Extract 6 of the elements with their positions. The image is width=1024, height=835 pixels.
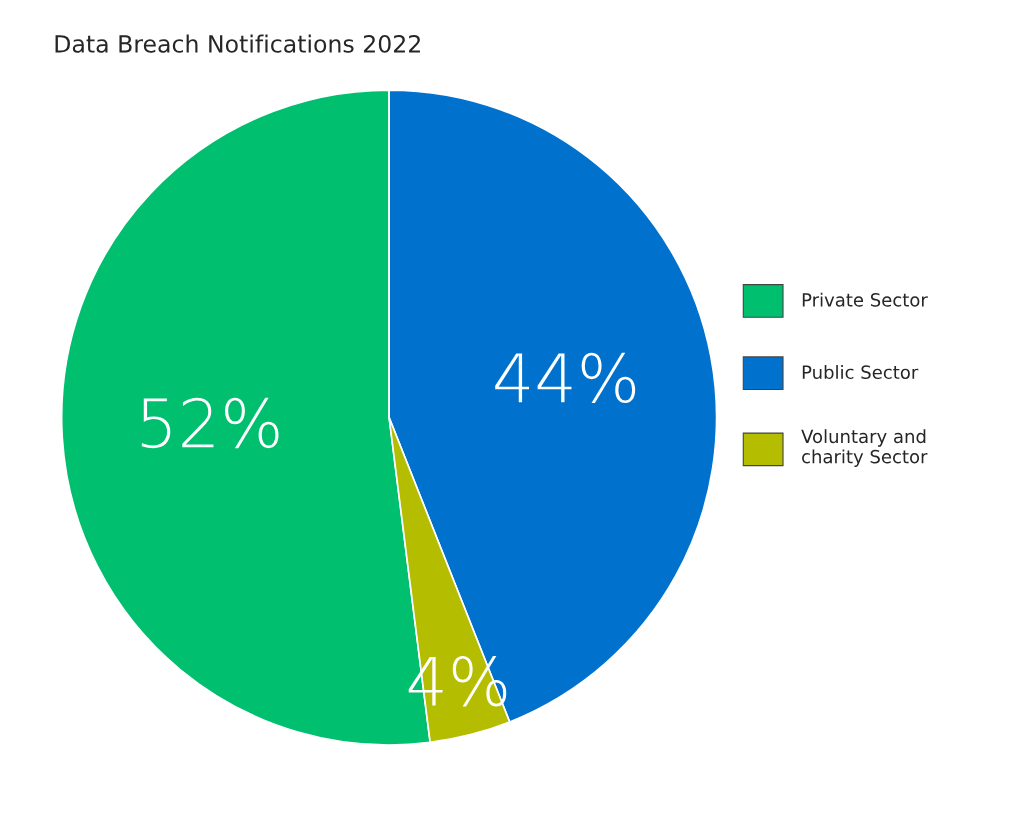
data-label: 52% [141, 397, 279, 449]
chart-title: Data Breach Notifications 2022 [55, 34, 420, 53]
legend-label: Private Sector [802, 292, 928, 307]
legend-label: Public Sector [802, 365, 919, 380]
data-label: 44% [495, 352, 636, 404]
legend-label: Voluntary and charity Sector [801, 429, 928, 467]
